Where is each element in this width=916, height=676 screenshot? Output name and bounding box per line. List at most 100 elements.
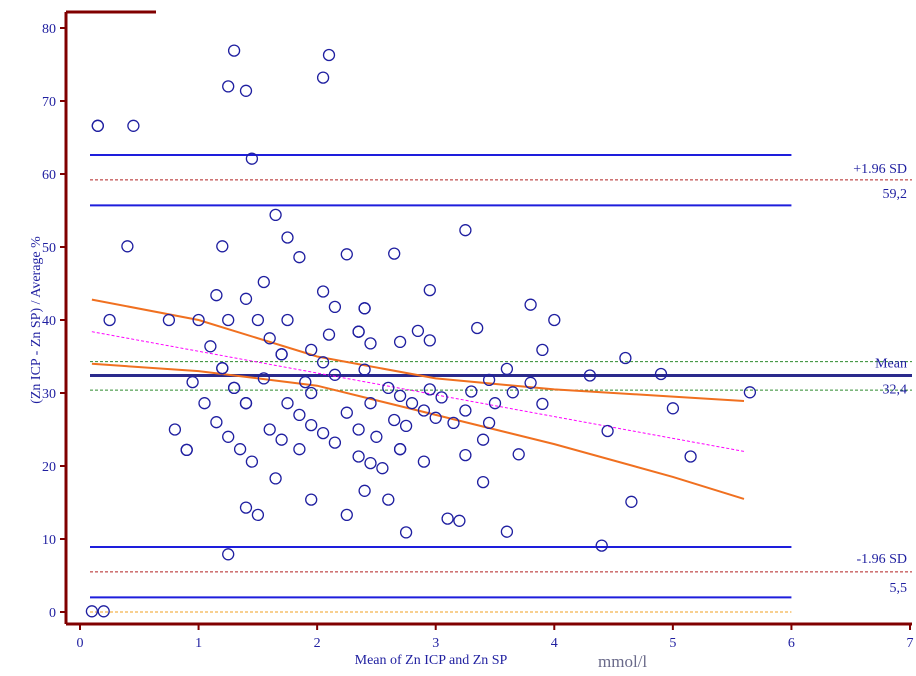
data-point <box>328 368 342 381</box>
data-point <box>536 397 549 411</box>
data-point <box>322 328 336 341</box>
data-point <box>168 423 182 436</box>
data-point <box>192 313 205 327</box>
data-point <box>358 363 371 376</box>
data-point <box>186 375 199 389</box>
data-point <box>210 416 223 429</box>
data-point <box>222 80 235 93</box>
data-point <box>91 119 104 132</box>
data-point <box>281 231 294 244</box>
y-tick-label: 40 <box>42 314 56 329</box>
data-point <box>121 240 134 253</box>
data-point <box>222 548 235 561</box>
data-point <box>305 343 318 357</box>
data-point <box>180 443 193 457</box>
data-point <box>666 402 680 415</box>
data-point <box>476 475 490 489</box>
data-point <box>127 119 140 132</box>
data-point <box>316 426 330 440</box>
data-point <box>388 413 401 427</box>
data-point <box>239 84 253 97</box>
data-point <box>358 302 371 315</box>
data-point <box>619 351 632 365</box>
data-point <box>352 325 365 338</box>
data-point <box>216 362 229 375</box>
data-point <box>263 423 276 436</box>
y-tick-label: 0 <box>49 606 56 621</box>
y-tick-label: 20 <box>42 460 56 475</box>
data-point <box>423 383 436 396</box>
y-tick-label: 80 <box>42 22 56 37</box>
data-point <box>370 430 383 443</box>
data-point <box>459 224 472 237</box>
x-tick-label: 6 <box>788 636 795 651</box>
data-point <box>305 386 318 400</box>
data-point <box>328 436 342 449</box>
data-point <box>393 389 407 403</box>
data-point <box>435 391 448 404</box>
upper-loa-value: 59,2 <box>883 187 908 202</box>
data-point <box>441 512 454 525</box>
data-point <box>222 313 235 327</box>
axes: 0 10 20 30 40 50 60 70 80 0 1 2 3 4 5 6 7 <box>42 10 914 651</box>
x-tick-label: 3 <box>432 636 439 651</box>
x-tick-label: 2 <box>314 636 321 651</box>
data-point <box>269 208 282 222</box>
data-point <box>275 433 288 446</box>
data-point <box>293 251 306 264</box>
data-point <box>364 337 377 350</box>
data-point <box>316 71 330 84</box>
data-point <box>245 152 259 165</box>
data-point <box>382 381 395 395</box>
data-point <box>524 376 537 389</box>
data-point <box>257 372 270 385</box>
upper-loa-label: +1.96 SD <box>853 162 907 177</box>
data-point <box>524 298 537 311</box>
y-tick-label: 70 <box>42 95 56 110</box>
data-point <box>488 397 502 410</box>
data-point <box>340 406 353 419</box>
data-point <box>299 375 312 389</box>
data-point <box>654 367 668 381</box>
data-point <box>536 343 549 357</box>
lower-loa-value: 5,5 <box>890 581 908 596</box>
data-point <box>423 283 436 297</box>
data-point <box>85 605 99 618</box>
data-point <box>500 525 514 538</box>
y-axis-title: (Zn ICP - Zn SP) / Average % <box>29 236 44 404</box>
data-point <box>352 423 365 436</box>
mean-value: 32,4 <box>883 382 908 397</box>
regression-ci-upper-curve <box>91 298 745 402</box>
data-point <box>322 48 336 62</box>
data-point <box>429 411 442 424</box>
data-point <box>595 539 608 552</box>
data-point <box>305 493 318 506</box>
data-point <box>281 397 294 410</box>
data-point <box>103 313 116 327</box>
data-point <box>257 275 270 289</box>
data-point <box>227 44 241 57</box>
data-point <box>512 448 525 461</box>
x-tick-label: 7 <box>907 636 914 651</box>
data-point <box>251 313 265 327</box>
data-point <box>227 381 241 395</box>
data-point <box>482 416 496 430</box>
data-point <box>423 334 436 347</box>
data-point <box>233 443 247 456</box>
data-point <box>293 408 306 422</box>
x-tick-label: 4 <box>551 636 558 651</box>
y-tick-label: 30 <box>42 387 56 402</box>
data-point <box>417 404 431 417</box>
data-points <box>85 44 757 618</box>
data-point <box>471 321 484 335</box>
data-point <box>269 472 282 485</box>
data-point <box>388 247 401 260</box>
regression-lines <box>91 298 745 500</box>
data-point <box>625 495 638 508</box>
data-point <box>476 433 490 446</box>
data-point <box>393 335 407 349</box>
data-point <box>364 456 377 470</box>
data-point <box>364 397 377 410</box>
data-point <box>281 313 294 327</box>
